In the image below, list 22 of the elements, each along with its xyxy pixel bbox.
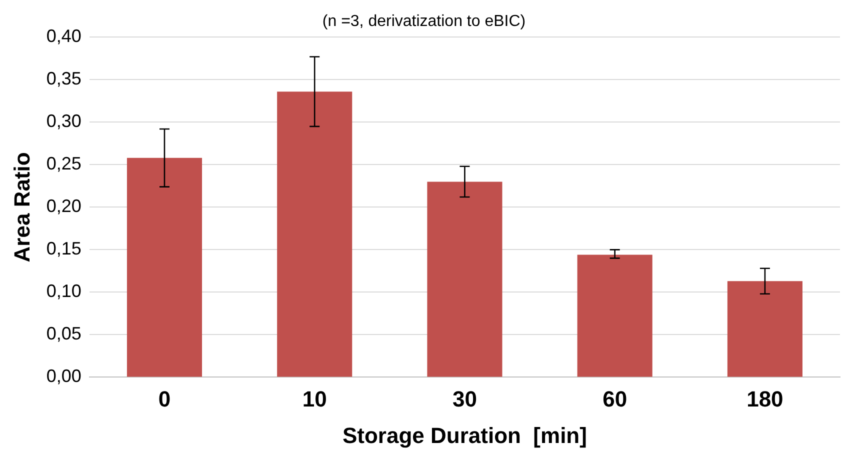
bar bbox=[727, 281, 802, 377]
y-tick-label: 0,15 bbox=[46, 238, 82, 259]
y-axis-title: Area Ratio bbox=[9, 152, 34, 262]
chart-subtitle: (n =3, derivatization to eBIC) bbox=[322, 13, 526, 30]
bar bbox=[577, 254, 652, 377]
y-tick-label: 0,00 bbox=[46, 366, 82, 386]
x-tick-label: 0 bbox=[158, 386, 171, 412]
x-tick-label: 30 bbox=[452, 386, 477, 412]
y-tick-label: 0,35 bbox=[46, 68, 82, 89]
bar bbox=[427, 182, 502, 377]
y-tick-label: 0,05 bbox=[46, 324, 82, 344]
bar bbox=[126, 158, 202, 377]
y-tick-label: 0,25 bbox=[46, 154, 82, 174]
y-tick-label: 0,10 bbox=[46, 281, 82, 302]
x-axis-title: Storage Duration [min] bbox=[342, 422, 587, 448]
y-tick-label: 0,30 bbox=[46, 111, 82, 132]
x-tick-label: 180 bbox=[746, 386, 784, 412]
x-tick-label: 60 bbox=[602, 386, 628, 412]
x-tick-label: 10 bbox=[302, 386, 327, 412]
bar bbox=[277, 92, 352, 377]
y-tick-label: 0,40 bbox=[46, 26, 82, 46]
y-tick-label: 0,20 bbox=[46, 196, 82, 216]
